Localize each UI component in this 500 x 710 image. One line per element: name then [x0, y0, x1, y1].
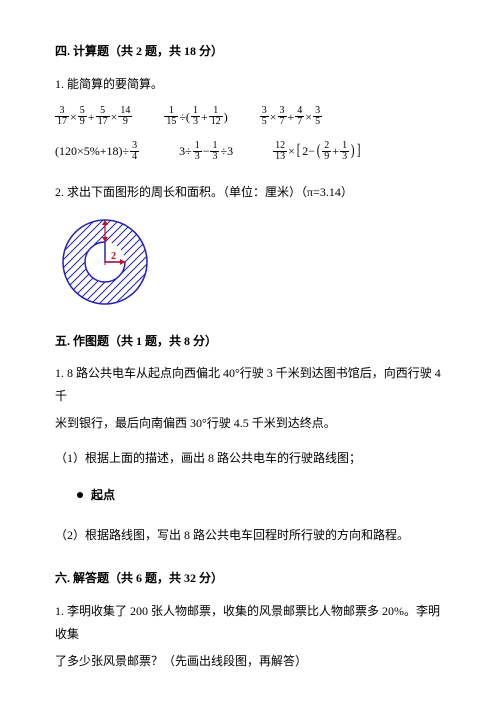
section5-title: 五. 作图题（共 1 题，共 8 分）: [55, 330, 445, 353]
q6-1b: 了多少张风景邮票？（先画出线段图，再解答）: [55, 650, 445, 673]
section4-title: 四. 计算题（共 2 题，共 18 分）: [55, 40, 445, 63]
expr-2a: (120×5%+18)÷34: [55, 140, 139, 163]
expr-2a-pre: (120×5%+18)÷: [55, 140, 129, 163]
expr-2c: 1213×[2−(29+13)]: [273, 136, 362, 166]
expr-2b-post: ÷3: [220, 140, 233, 163]
q5-1a: 1. 8 路公共电车从起点向西偏北 40°行驶 3 千米到达图书馆后，向西行驶 …: [55, 362, 445, 408]
expr-1c: 35×37+47×35: [260, 106, 322, 129]
section6-title: 六. 解答题（共 6 题，共 32 分）: [55, 567, 445, 590]
start-dot-icon: [77, 492, 83, 498]
q5-1b: 米到银行，最后向南偏西 30°行驶 4.5 千米到达终点。: [55, 412, 445, 435]
expr-2b-pre: 3÷: [179, 140, 192, 163]
expr-2b-mid: −: [203, 140, 210, 163]
expr-2c-pre2: 2−: [302, 140, 315, 163]
q4-2-text: 2. 求出下面图形的周长和面积。（单位：厘米）（π=3.14）: [55, 181, 445, 204]
start-point: 起点: [77, 484, 445, 507]
q6-1a: 1. 李明收集了 200 张人物邮票，收集的风景邮票比人物邮票多 20%。李明收…: [55, 600, 445, 646]
expr-1a: 317×59+517×149: [55, 106, 132, 129]
circle-svg: 2: [55, 212, 155, 312]
expr-2c-mid: ×: [288, 140, 295, 163]
q4-1-text: 1. 能简算的要简算。: [55, 73, 445, 96]
expr-2b: 3÷13−13÷3: [179, 140, 233, 163]
q5-sub1: （1）根据上面的描述，画出 8 路公共电车的行驶路线图；: [55, 447, 445, 470]
radius-label: 2: [111, 251, 116, 262]
circle-figure: 2: [55, 212, 445, 312]
start-label: 起点: [91, 484, 115, 507]
q5-sub2: （2）根据路线图，写出 8 路公共电车回程时所行驶的方向和路程。: [55, 524, 445, 547]
expr-1b: 115÷(13+112): [164, 106, 227, 129]
page: 四. 计算题（共 2 题，共 18 分） 1. 能简算的要简算。 317×59+…: [0, 0, 500, 710]
formula-row-2: (120×5%+18)÷34 3÷13−13÷3 1213×[2−(29+13)…: [55, 136, 445, 166]
formula-row-1: 317×59+517×149 115÷(13+112) 35×37+47×35: [55, 106, 445, 129]
